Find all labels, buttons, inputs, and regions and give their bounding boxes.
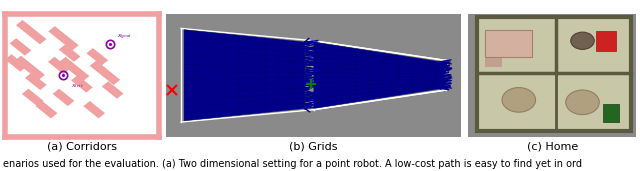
Bar [90,61,120,85]
Bar [102,81,124,99]
Circle shape [566,90,599,115]
Text: (b) Grids: (b) Grids [289,142,338,152]
Polygon shape [184,30,305,121]
Bar [71,75,93,93]
Text: $x_{init}$: $x_{init}$ [71,83,84,90]
Bar [16,20,47,44]
Bar [10,38,31,56]
Bar [48,26,79,50]
Bar [603,104,620,122]
Bar [596,31,616,51]
Polygon shape [477,17,631,131]
Bar [83,101,105,119]
Text: (c) Home: (c) Home [527,142,578,152]
Text: enarios used for the evaluation. (a) Two dimensional setting for a point robot. : enarios used for the evaluation. (a) Two… [3,159,582,169]
Bar [59,44,81,62]
Circle shape [502,88,536,112]
Bar [86,48,108,65]
Bar [36,101,58,119]
Bar [25,73,47,90]
Bar [485,58,502,67]
Bar [52,89,74,106]
Bar [22,89,44,106]
Bar [59,57,90,81]
Bar [5,54,27,72]
Text: (a) Corridors: (a) Corridors [47,142,117,152]
Bar [15,56,45,80]
Bar [48,57,70,74]
Text: $x_{goal}$: $x_{goal}$ [117,33,132,42]
Bar [485,30,532,57]
Polygon shape [314,42,440,108]
Circle shape [571,32,595,49]
